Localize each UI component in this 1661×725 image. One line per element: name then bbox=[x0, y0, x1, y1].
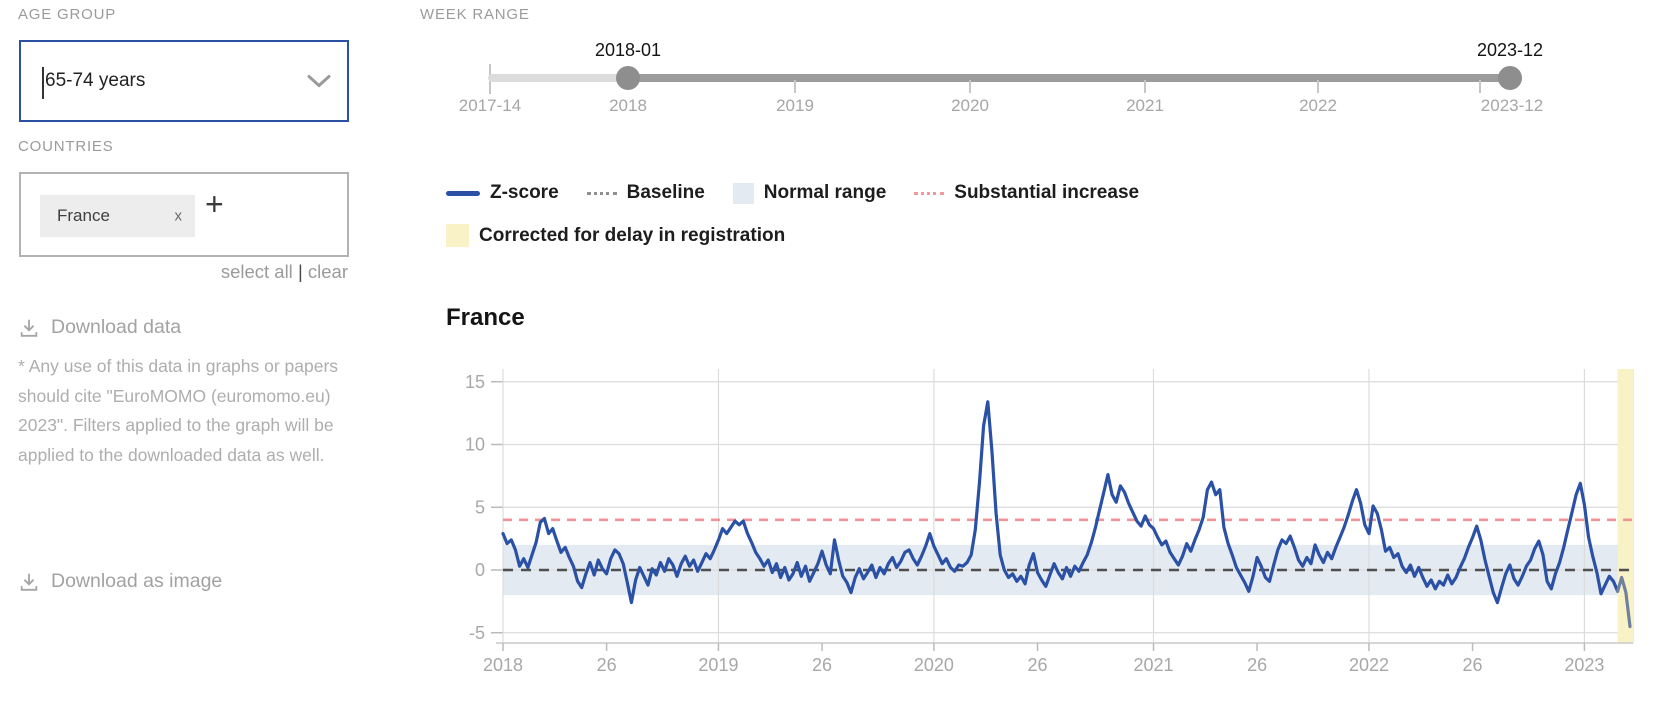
legend-item-substantial-increase: Substantial increase bbox=[914, 182, 1139, 204]
x-axis-label: 2018 bbox=[483, 655, 523, 675]
baseline-swatch bbox=[586, 191, 617, 195]
x-axis-label: 26 bbox=[1463, 655, 1483, 675]
slider-selected-range[interactable] bbox=[628, 74, 1510, 82]
slider-axis-label: 2022 bbox=[1299, 96, 1337, 115]
separator: | bbox=[297, 261, 303, 282]
y-axis-label: -5 bbox=[469, 623, 485, 643]
slider-handle-start[interactable] bbox=[616, 66, 640, 90]
y-axis-label: 10 bbox=[465, 435, 485, 455]
legend-item-normal-range: Normal range bbox=[732, 182, 887, 204]
slider-year-tick bbox=[969, 80, 971, 93]
legend-item-baseline: Baseline bbox=[586, 182, 705, 204]
y-axis-label: 15 bbox=[465, 372, 485, 392]
substantial-increase-swatch bbox=[914, 191, 945, 195]
slider-axis-label: 2017-14 bbox=[458, 96, 522, 115]
x-axis-label: 26 bbox=[1027, 655, 1047, 675]
country-tag-france: France x bbox=[40, 195, 195, 237]
legend-label: Normal range bbox=[763, 182, 887, 203]
x-axis-label: 2021 bbox=[1133, 655, 1173, 675]
add-country-button[interactable]: + bbox=[205, 186, 224, 222]
y-axis-label: 5 bbox=[475, 497, 485, 517]
x-axis-label: 2022 bbox=[1349, 655, 1389, 675]
download-image-label: Download as image bbox=[51, 570, 223, 592]
age-group-label: AGE GROUP bbox=[18, 6, 117, 23]
slider-year-tick bbox=[1479, 80, 1481, 93]
countries-multiselect[interactable]: France x + bbox=[19, 172, 349, 257]
corrected-delay-band bbox=[1617, 369, 1633, 643]
chart-legend-row-2: Corrected for delay in registration bbox=[446, 224, 785, 247]
slider-end-value: 2023-12 bbox=[1476, 40, 1544, 60]
legend-label: Substantial increase bbox=[954, 182, 1140, 203]
slider-axis-label: 2018 bbox=[609, 96, 647, 115]
slider-axis-label: 2023-12 bbox=[1480, 96, 1544, 115]
zscore-line-corrected-tail bbox=[1616, 575, 1632, 629]
chart-title: France bbox=[446, 304, 525, 331]
slider-year-tick bbox=[1317, 80, 1319, 93]
download-icon bbox=[20, 319, 38, 337]
x-axis-label: 2019 bbox=[698, 655, 738, 675]
zscore-chart: 15 10 5 0 -5 2018 26 2019 26 2020 26 2021 26 2022 26 20… bbox=[465, 369, 1634, 675]
legend-label: Baseline bbox=[626, 182, 705, 203]
zscore-line-swatch bbox=[446, 190, 480, 196]
slider-handle-end[interactable] bbox=[1498, 66, 1522, 90]
legend-item-corrected: Corrected for delay in registration bbox=[446, 224, 785, 247]
x-axis-label: 2020 bbox=[914, 655, 954, 675]
x-axis-label: 26 bbox=[1247, 655, 1267, 675]
slider-start-value: 2018-01 bbox=[594, 40, 662, 60]
chevron-down-icon bbox=[307, 75, 331, 88]
zscore-line bbox=[501, 400, 1620, 605]
week-range-slider: 2018-01 2023-12 2017-14 2018 2019 2020 2… bbox=[420, 0, 1661, 130]
slider-year-tick bbox=[794, 80, 796, 93]
slider-axis-label: 2021 bbox=[1126, 96, 1164, 115]
legend-label: Corrected for delay in registration bbox=[479, 224, 786, 246]
countries-label: COUNTRIES bbox=[18, 138, 114, 155]
select-clear-row: select all | clear bbox=[18, 261, 348, 283]
text-caret bbox=[42, 67, 44, 99]
y-axis-label: 0 bbox=[475, 560, 485, 580]
week-range-label: WEEK RANGE bbox=[420, 6, 530, 23]
citation-note: * Any use of this data in graphs or pape… bbox=[18, 356, 339, 465]
age-group-value: 65-74 years bbox=[45, 70, 146, 91]
age-group-select[interactable]: 65-74 years bbox=[19, 40, 349, 122]
download-data-label: Download data bbox=[51, 316, 182, 338]
download-data-link[interactable]: Download data bbox=[18, 316, 181, 339]
clear-link[interactable]: clear bbox=[307, 261, 348, 282]
select-all-link[interactable]: select all bbox=[220, 261, 293, 282]
x-axis-label: 2023 bbox=[1564, 655, 1604, 675]
x-axis-label: 26 bbox=[812, 655, 832, 675]
chart-legend-row-1: Z-score Baseline Normal range Substantia… bbox=[446, 182, 1139, 204]
corrected-swatch bbox=[446, 224, 469, 247]
legend-label: Z-score bbox=[490, 182, 559, 203]
slider-year-tick bbox=[1144, 80, 1146, 93]
normal-range-swatch bbox=[732, 182, 754, 204]
remove-country-icon[interactable]: x bbox=[174, 207, 183, 225]
slider-axis-label: 2019 bbox=[776, 96, 814, 115]
download-image-link[interactable]: Download as image bbox=[18, 570, 222, 593]
download-icon bbox=[20, 573, 38, 591]
slider-axis-label: 2020 bbox=[951, 96, 989, 115]
legend-item-zscore: Z-score bbox=[446, 182, 559, 204]
country-tag-label: France bbox=[57, 206, 110, 225]
x-axis-label: 26 bbox=[597, 655, 617, 675]
